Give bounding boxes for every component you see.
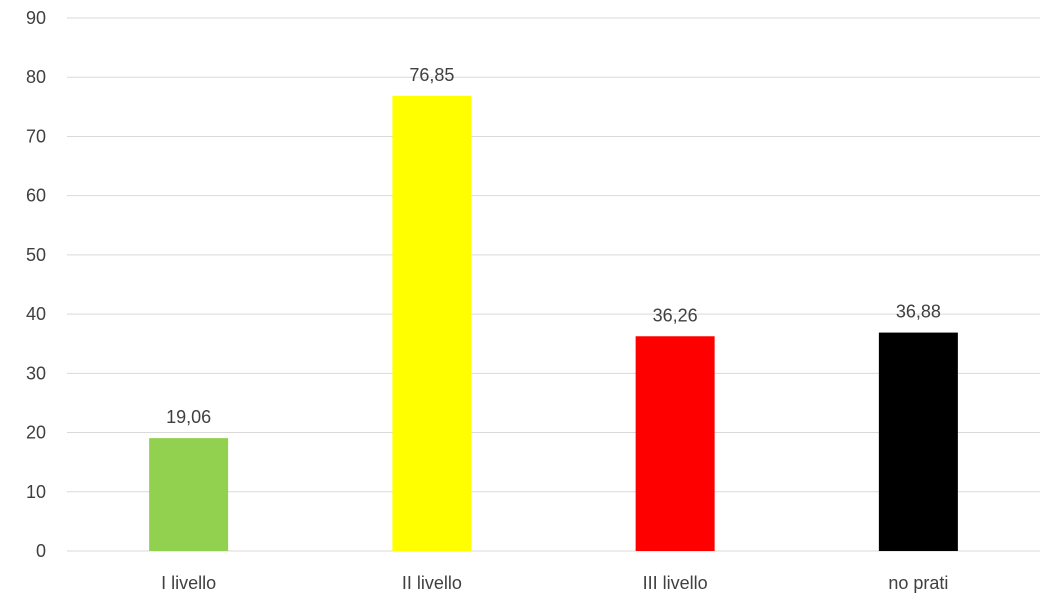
x-category-label: II livello [402, 573, 462, 593]
y-tick-label: 50 [26, 245, 46, 265]
x-category-label: I livello [161, 573, 216, 593]
bar [878, 332, 958, 551]
y-tick-label: 0 [36, 541, 46, 561]
y-axis-ticks: 0 10 20 30 40 50 60 70 80 90 [26, 8, 46, 561]
y-tick-label: 30 [26, 363, 46, 383]
y-tick-label: 60 [26, 186, 46, 206]
y-tick-label: 10 [26, 482, 46, 502]
y-tick-label: 70 [26, 126, 46, 146]
bars [149, 95, 958, 551]
x-axis-categories: I livello II livello III livello no prati [161, 573, 948, 593]
gridlines [67, 17, 1040, 552]
y-tick-label: 80 [26, 67, 46, 87]
y-tick-label: 90 [26, 8, 46, 28]
x-category-label: no prati [888, 573, 948, 593]
data-label: 19,06 [166, 407, 211, 427]
data-label: 36,88 [896, 302, 941, 322]
bar [635, 336, 715, 551]
bar [149, 438, 229, 551]
y-tick-label: 20 [26, 423, 46, 443]
data-label: 36,26 [653, 305, 698, 325]
bar [392, 95, 472, 551]
data-label: 76,85 [409, 65, 454, 85]
y-tick-label: 40 [26, 304, 46, 324]
x-category-label: III livello [643, 573, 708, 593]
data-labels: 19,06 76,85 36,26 36,88 [166, 65, 941, 427]
